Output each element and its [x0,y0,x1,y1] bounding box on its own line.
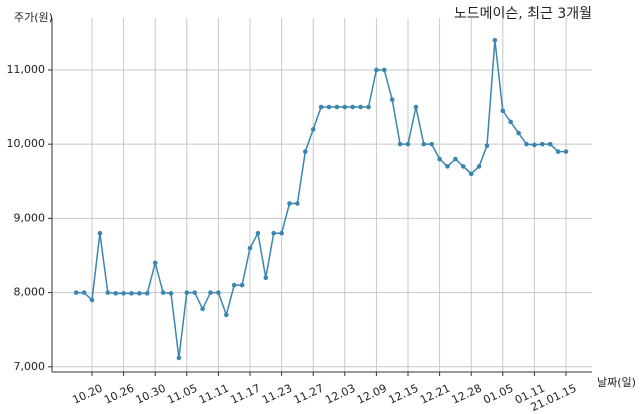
price-point [397,141,403,147]
price-point [121,291,126,296]
price-point [89,297,95,303]
price-point [303,149,308,154]
price-point [358,104,363,110]
y-axis-label: 주가(원) [14,11,53,24]
price-point [160,290,166,295]
x-tick-label: 12.09 [355,382,389,407]
price-point [563,149,569,154]
price-point [413,104,419,110]
price-point [405,141,411,147]
price-point [453,156,458,162]
price-point [500,108,506,114]
price-point [287,201,292,206]
x-axis-label: 날짜(일) [597,375,636,389]
price-point [484,143,490,148]
x-tick-label: 11.27 [292,382,326,407]
price-point [516,130,521,136]
x-tick-label: 01.05 [481,382,515,407]
price-point [342,104,348,110]
price-point [421,141,427,147]
price-point [216,290,221,295]
price-point [382,67,387,73]
price-point [445,164,450,169]
price-point [547,141,553,147]
y-tick-label: 7,000 [14,360,46,373]
price-point [97,230,103,236]
price-point [374,67,379,73]
y-tick-label: 9,000 [14,211,46,224]
price-point [231,282,237,288]
price-point [476,164,482,169]
price-point [279,230,284,236]
price-point [200,306,205,312]
y-tick-label: 11,000 [7,63,46,76]
price-point [152,260,158,266]
price-point [184,290,190,295]
price-point [366,104,371,110]
price-point [468,171,474,177]
x-tick-label: 10.30 [134,382,168,407]
price-point [263,275,269,281]
price-line [76,40,566,358]
price-point [524,141,529,147]
price-point [350,104,356,110]
price-point [255,230,261,236]
price-point [224,312,229,318]
chart-title: 노드메이슨, 최근 3개월 [454,6,592,22]
price-point [540,141,545,147]
x-tick-label: 12.28 [450,382,484,407]
price-point [81,290,87,295]
price-point [326,104,332,110]
x-tick-label: 11.05 [165,382,199,407]
price-point [508,119,513,125]
price-point [73,290,79,295]
x-tick-label: 10.26 [102,382,136,407]
price-point [318,104,324,110]
price-point [461,164,466,169]
x-tick-label: 12.21 [418,382,452,407]
price-point [310,127,316,132]
x-tick-label: 11.23 [260,382,294,407]
x-tick-label: 12.15 [386,382,420,407]
x-tick-label: 11.11 [197,382,231,407]
y-tick-label: 8,000 [14,286,46,299]
price-point [176,355,182,361]
price-point [334,104,340,110]
x-tick-label: 10.20 [70,382,104,407]
price-point [389,97,395,102]
price-point [429,141,435,147]
price-point [192,290,197,295]
price-point [208,290,213,295]
x-tick-label: 11.17 [228,382,262,407]
price-point [532,142,537,148]
price-point [492,37,498,43]
price-point [247,245,253,251]
price-point [555,149,561,154]
price-point [113,291,118,296]
x-tick-label: 12.03 [323,382,357,407]
price-point [295,201,300,206]
price-point [137,291,142,296]
price-point [437,156,442,162]
y-tick-label: 10,000 [7,137,46,150]
price-point [129,291,134,296]
price-point [145,291,150,296]
price-point [168,291,174,296]
price-point [105,290,111,295]
price-point [271,230,277,236]
price-point [239,282,245,288]
